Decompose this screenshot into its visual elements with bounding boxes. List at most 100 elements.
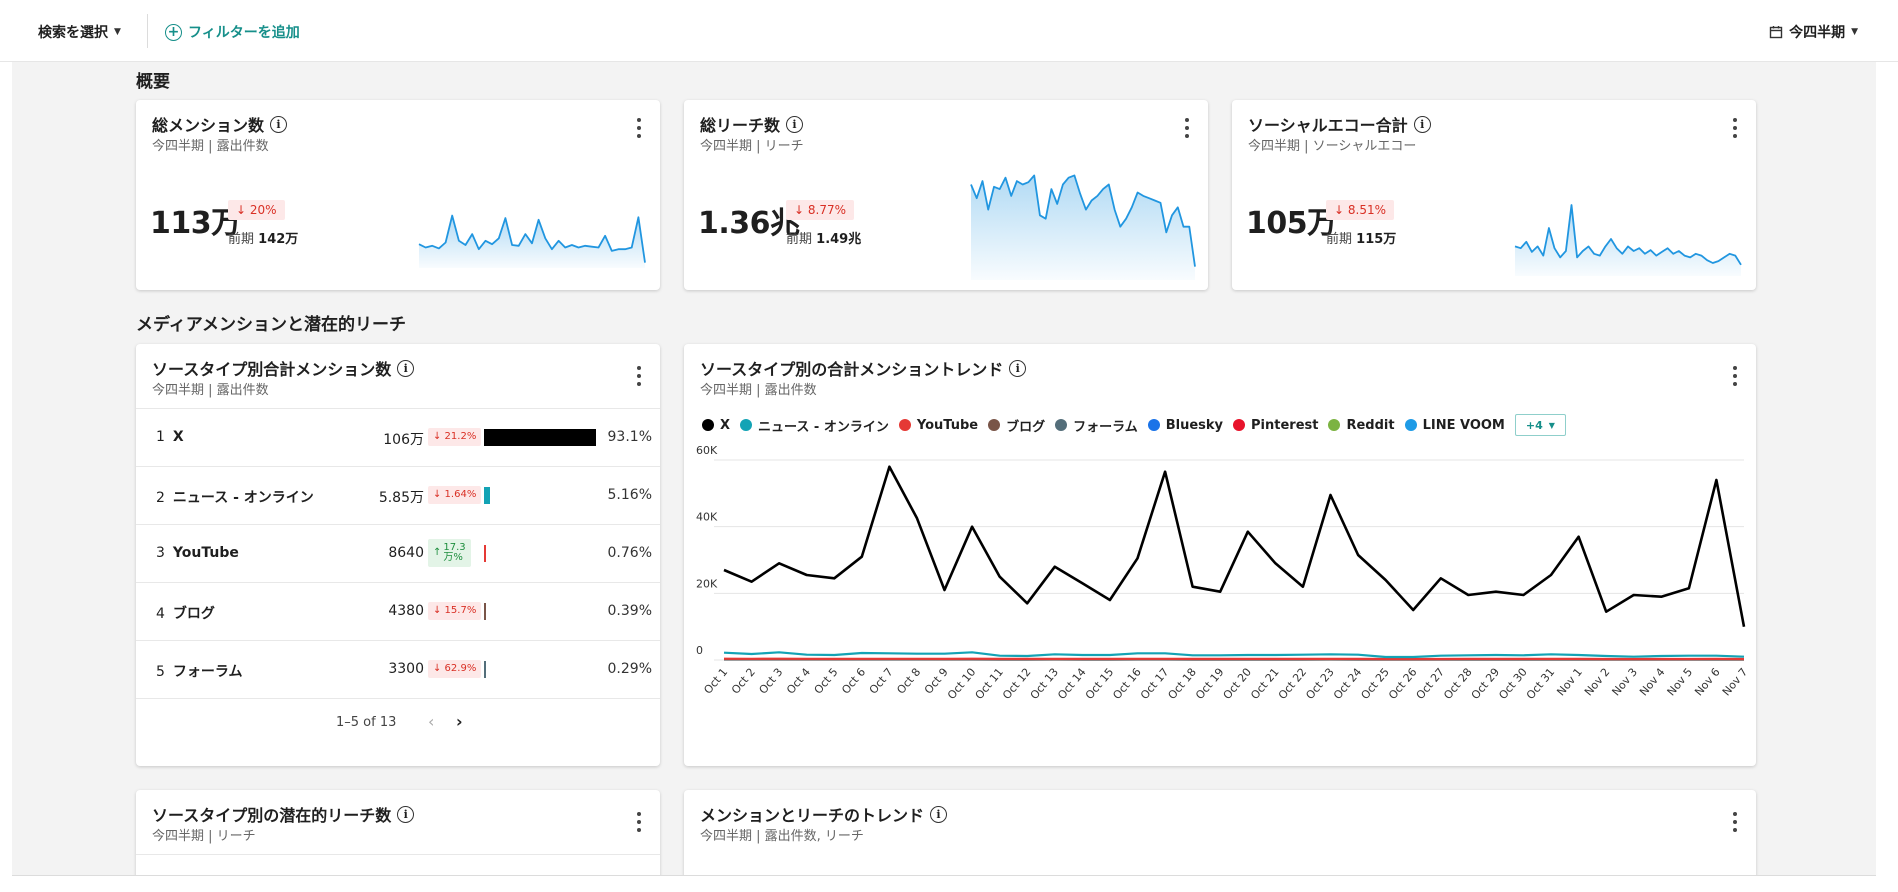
card-title-text: メンションとリーチのトレンド	[700, 806, 925, 825]
more-menu-icon[interactable]	[636, 118, 642, 138]
source-value: 106万	[383, 432, 424, 448]
legend-item[interactable]: Bluesky	[1147, 418, 1223, 433]
legend-dot-icon	[1328, 419, 1341, 431]
period-dropdown[interactable]: 今四半期 ▼	[1769, 22, 1858, 42]
more-menu-icon[interactable]	[636, 812, 642, 832]
x-tick-label: Oct 16	[1110, 666, 1143, 702]
x-tick-label: Oct 1	[701, 666, 730, 697]
legend-item[interactable]: ニュース - オンライン	[740, 416, 889, 435]
calendar-icon	[1769, 26, 1783, 39]
source-value: 4380	[388, 603, 424, 619]
more-menu-icon[interactable]	[1732, 812, 1738, 832]
legend-label: ニュース - オンライン	[758, 419, 889, 435]
add-filter-button[interactable]: + フィルターを追加	[165, 22, 300, 42]
source-row[interactable]: 4 ブログ 4380 ↓ 15.7% 0.39%	[136, 582, 660, 640]
source-value: 3300	[388, 661, 424, 677]
source-row[interactable]: 5 フォーラム 3300 ↓ 62.9% 0.29%	[136, 640, 660, 698]
pagination: 1–5 of 13 ‹ ›	[136, 698, 660, 738]
delta-stack: 17.3 万%	[443, 543, 465, 563]
info-icon[interactable]: i	[397, 359, 415, 377]
prev-value: 115万	[1356, 232, 1397, 247]
legend-label: YouTube	[916, 417, 979, 433]
sparkline-chart	[418, 214, 646, 268]
x-tick-label: Oct 12	[1000, 666, 1033, 702]
kpi-value: 1.36兆	[698, 206, 800, 241]
caret-down-icon: ▼	[1548, 420, 1555, 430]
dashboard-canvas: 概要 総メンション数 i 今四半期 | 露出件数 113万 ↓ 20% 前期 1…	[12, 62, 1876, 875]
delta-text-line2: 万%	[443, 552, 463, 563]
more-menu-icon[interactable]	[1732, 366, 1738, 386]
x-tick-label: Oct 17	[1138, 666, 1171, 702]
x-tick-label: Oct 4	[784, 666, 813, 697]
source-name: 5 フォーラム	[156, 661, 243, 681]
legend-item[interactable]: フォーラム	[1055, 416, 1138, 435]
card-title-text: 総メンション数	[152, 116, 265, 135]
card-title: ソースタイプ別合計メンション数 i	[152, 356, 415, 380]
x-tick-label: Nov 5	[1665, 666, 1696, 699]
source-name: 4 ブログ	[156, 603, 215, 623]
sparkline-area	[419, 215, 645, 268]
chevron-left-icon[interactable]: ‹	[428, 712, 435, 731]
delta-badge: ↓ 8.51%	[1326, 200, 1394, 220]
source-label: フォーラム	[172, 664, 243, 680]
share-percent: 0.29%	[607, 661, 652, 677]
legend-dot-icon	[1404, 419, 1417, 431]
more-menu-icon[interactable]	[1732, 118, 1738, 138]
info-icon[interactable]: i	[786, 115, 804, 133]
info-icon[interactable]: i	[1009, 359, 1027, 377]
legend-dot-icon	[702, 419, 714, 431]
legend-more-button[interactable]: +4 ▼	[1514, 414, 1566, 436]
more-menu-icon[interactable]	[1184, 118, 1190, 138]
legend-item[interactable]: Reddit	[1328, 418, 1395, 433]
kpi-card-social-echo: ソーシャルエコー合計 i 今四半期 | ソーシャルエコー 105万 ↓ 8.51…	[1232, 100, 1756, 290]
legend-dot-icon	[1233, 419, 1246, 431]
card-subtitle: 今四半期 | 露出件数	[152, 383, 269, 398]
chevron-right-icon[interactable]: ›	[456, 712, 463, 731]
divider	[136, 854, 660, 855]
source-label: ニュース - オンライン	[172, 490, 314, 506]
info-icon[interactable]: i	[397, 805, 415, 823]
series-line[interactable]	[723, 651, 1745, 659]
card-title-text: 総リーチ数	[700, 116, 781, 135]
legend-label: フォーラム	[1073, 419, 1138, 435]
series-line[interactable]	[723, 465, 1746, 627]
x-tick-label: Oct 29	[1469, 666, 1502, 702]
source-row[interactable]: 3 YouTube 8640 ↑ 17.3 万% 0.76%	[136, 524, 660, 582]
legend-item[interactable]: LINE VOOM	[1404, 418, 1505, 433]
kpi-value: 113万	[150, 206, 241, 241]
info-icon[interactable]: i	[270, 115, 288, 133]
search-select-dropdown[interactable]: 検索を選択 ▼	[38, 22, 121, 42]
legend-item[interactable]: ブログ	[988, 416, 1045, 435]
x-tick-label: Oct 10	[945, 666, 978, 702]
sparkline-line	[1514, 204, 1742, 266]
prev-label: 前期	[786, 232, 813, 247]
legend-item[interactable]: YouTube	[898, 417, 979, 433]
sparkline-chart	[1514, 204, 1742, 276]
info-icon[interactable]: i	[1413, 115, 1431, 133]
x-tick-label: Oct 27	[1414, 666, 1447, 702]
prev-label: 前期	[1326, 232, 1353, 247]
card-title: メンションとリーチのトレンド i	[700, 802, 948, 826]
legend-more-label: +4	[1525, 418, 1543, 432]
legend-item[interactable]: Pinterest	[1233, 418, 1318, 433]
x-tick-label: Oct 2	[729, 666, 758, 697]
x-tick-label: Nov 6	[1692, 666, 1723, 699]
card-title-text: ソーシャルエコー合計	[1248, 116, 1408, 135]
add-filter-label: フィルターを追加	[188, 25, 300, 41]
share-percent: 0.39%	[607, 603, 652, 619]
info-icon[interactable]: i	[930, 805, 948, 823]
more-menu-icon[interactable]	[636, 366, 642, 386]
x-tick-label: Nov 7	[1720, 666, 1751, 699]
x-tick-label: Oct 11	[973, 666, 1006, 702]
x-tick-label: Oct 18	[1166, 666, 1199, 702]
x-tick-label: Oct 28	[1441, 666, 1474, 702]
legend-item[interactable]: X	[702, 418, 730, 433]
source-row[interactable]: 2 ニュース - オンライン 5.85万 ↓ 1.64% 5.16%	[136, 466, 660, 524]
delta-text-line1: 17.3	[443, 542, 466, 553]
card-title: 総メンション数 i	[152, 112, 288, 136]
x-tick-label: Nov 4	[1637, 666, 1668, 699]
source-name: 2 ニュース - オンライン	[156, 487, 314, 507]
delta-text: 8.51%	[1347, 203, 1386, 217]
